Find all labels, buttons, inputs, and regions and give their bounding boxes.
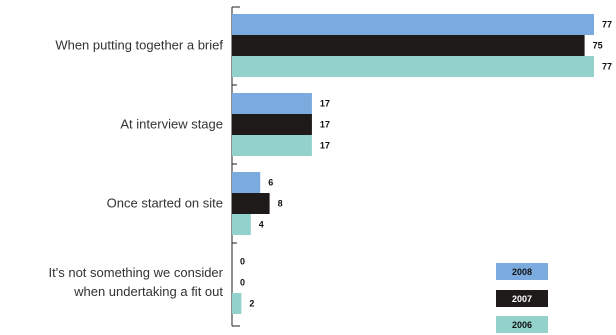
- legend-swatch: [496, 290, 548, 307]
- bar-2007: [232, 193, 270, 214]
- legend-swatch: [496, 263, 548, 280]
- bar-2007: [232, 35, 585, 56]
- bar-2008: [232, 93, 312, 114]
- bar-2007: [232, 114, 312, 135]
- data-label: 0: [240, 278, 245, 288]
- legend-swatch: [496, 316, 548, 333]
- bar-2006: [232, 56, 594, 77]
- category-labels: When putting together a brief At intervie…: [49, 38, 224, 300]
- category-label: when undertaking a fit out: [73, 284, 223, 299]
- category-label: It's not something we consider: [49, 265, 224, 280]
- data-label: 77: [602, 20, 612, 30]
- bar-2008: [232, 172, 261, 193]
- legend-label: 2007: [512, 294, 532, 304]
- data-label: 4: [259, 220, 264, 230]
- legend-label: 2008: [512, 267, 532, 277]
- data-label: 2: [249, 299, 254, 309]
- legend-item-2008: 2008: [496, 263, 548, 280]
- bar-2008: [232, 14, 594, 35]
- category-label: When putting together a brief: [55, 38, 223, 53]
- legend: 2008 2007 2006: [496, 263, 548, 333]
- category-label: Once started on site: [107, 196, 223, 211]
- bars: [232, 14, 594, 314]
- data-label: 77: [602, 62, 612, 72]
- data-label: 0: [240, 257, 245, 267]
- data-label: 17: [320, 99, 330, 109]
- bar-2006: [232, 293, 242, 314]
- data-label: 8: [278, 199, 283, 209]
- bar-2006: [232, 214, 251, 235]
- data-label: 75: [593, 41, 603, 51]
- data-label: 6: [268, 178, 273, 188]
- data-label: 17: [320, 120, 330, 130]
- legend-item-2007: 2007: [496, 290, 548, 307]
- value-labels: 77 75 77 17 17 17 6 8 4 0 0 2: [240, 20, 612, 309]
- data-label: 17: [320, 141, 330, 151]
- legend-label: 2006: [512, 320, 532, 330]
- bar-2006: [232, 135, 312, 156]
- legend-item-2006: 2006: [496, 316, 548, 333]
- category-label: At interview stage: [120, 117, 223, 132]
